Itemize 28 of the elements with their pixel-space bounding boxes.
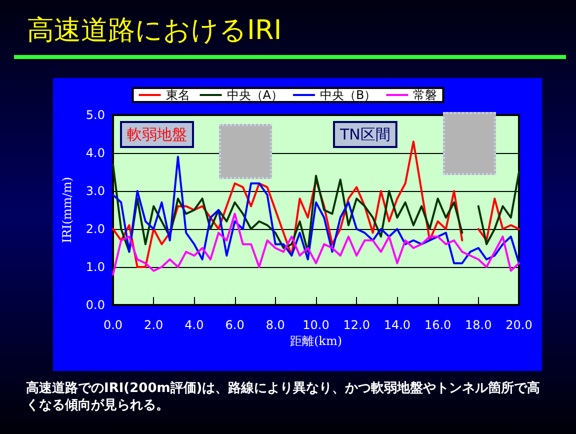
- x-tick-label: 12.0: [343, 318, 370, 332]
- x-tick-label: 18.0: [465, 318, 492, 332]
- y-tick-label: 3.0: [86, 184, 105, 198]
- x-tick-label: 20.0: [506, 318, 532, 332]
- annotation: 軟弱地盤: [127, 126, 187, 144]
- line-series: [112, 212, 520, 276]
- x-tick-label: 4.0: [184, 318, 204, 332]
- y-tick-label: 2.0: [86, 222, 105, 236]
- y-tick-label: 1.0: [86, 260, 105, 274]
- y-tick-label: 4.0: [86, 146, 105, 160]
- annotation: TN区間: [339, 126, 390, 144]
- legend-label: 東名: [166, 88, 190, 102]
- x-tick-label: 10.0: [302, 318, 330, 332]
- x-tick-label: 14.0: [384, 318, 411, 332]
- x-tick-label: 8.0: [266, 318, 285, 332]
- y-axis-title: IRI(mm/m): [60, 176, 74, 244]
- chart-title: 高速道路におけるIRI: [27, 15, 282, 46]
- text: 高速道路でのIRI(200m評価)は、路線により異なり、かつ軟弱地盤やトンネル箇所で高くなる傾向が見られる。: [26, 380, 540, 413]
- legend-label: 中央（A）: [226, 88, 283, 102]
- x-tick-label: 6.0: [225, 318, 244, 332]
- x-tick-label: 0.0: [103, 318, 123, 332]
- legend-label: 中央（B）: [320, 88, 376, 102]
- x-tick-label: 2.0: [144, 318, 164, 332]
- legend-label: 常磐: [413, 88, 438, 102]
- x-axis-title: 距離(km): [290, 334, 342, 348]
- y-tick-label: 0.0: [86, 298, 105, 312]
- x-tick-label: 16.0: [424, 318, 452, 332]
- y-tick-label: 5.0: [86, 108, 105, 122]
